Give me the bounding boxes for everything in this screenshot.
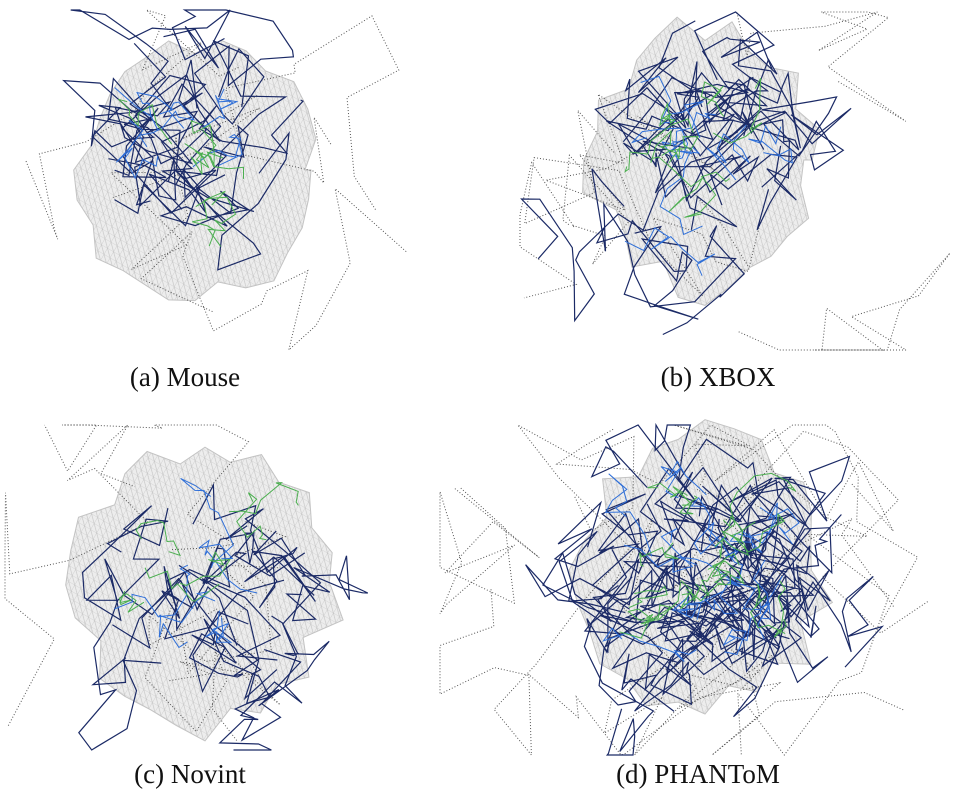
figure: (a) Mouse (b) XBOX (c) Novint (d) PHANTo… bbox=[0, 0, 955, 796]
panel-image bbox=[5, 425, 368, 750]
caption: (a) Mouse bbox=[130, 362, 240, 392]
panel-image bbox=[26, 10, 406, 350]
panel-image bbox=[440, 420, 928, 755]
caption: (c) Novint bbox=[134, 759, 246, 789]
trajectory-dotted bbox=[739, 253, 950, 350]
panel-image bbox=[520, 12, 950, 350]
caption: (d) PHANToM bbox=[616, 759, 780, 789]
caption: (b) XBOX bbox=[661, 362, 776, 392]
trajectory-dotted bbox=[440, 488, 539, 614]
